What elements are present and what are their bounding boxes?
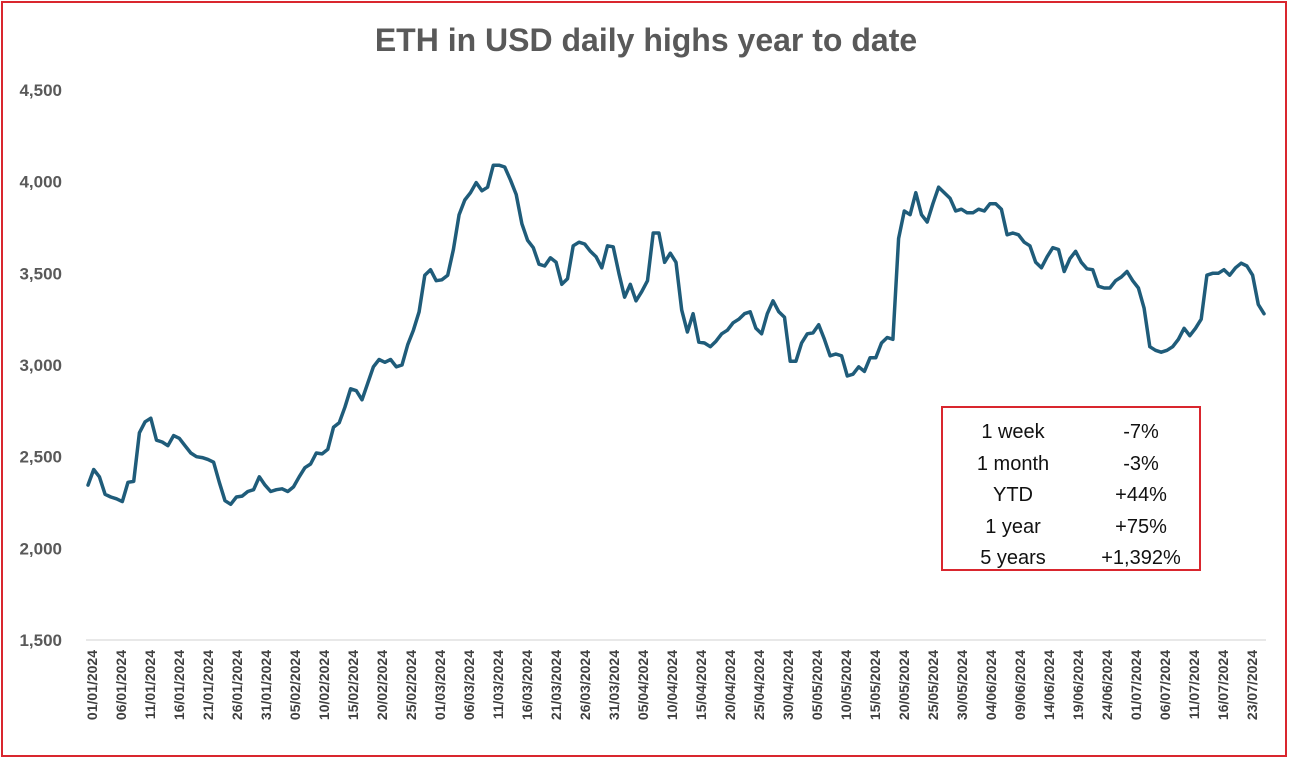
x-tick-label: 05/02/2024 [287,650,303,720]
x-tick-label: 21/03/2024 [548,650,564,720]
x-tick-label: 05/04/2024 [635,650,651,720]
stats-value: -3% [1123,452,1159,475]
x-tick-label: 10/04/2024 [664,650,680,720]
y-tick-label: 2,500 [19,448,62,467]
stats-row-1-week: 1 week -7% [943,417,1199,449]
x-tick-label: 10/02/2024 [316,650,332,720]
x-tick-label: 21/01/2024 [200,650,216,720]
x-tick-label: 25/02/2024 [403,650,419,720]
y-tick-label: 1,500 [19,631,62,650]
stats-value: -7% [1123,421,1159,444]
x-tick-label: 11/07/2024 [1186,650,1202,720]
x-tick-label: 20/05/2024 [896,650,912,720]
x-tick-label: 09/06/2024 [1012,650,1028,720]
y-tick-label: 2,000 [19,539,62,558]
x-tick-label: 20/04/2024 [722,650,738,720]
y-tick-label: 4,000 [19,173,62,192]
x-tick-label: 14/06/2024 [1041,650,1057,720]
stats-label: 1 week [981,421,1045,444]
x-tick-label: 24/06/2024 [1099,650,1115,720]
y-tick-label: 3,500 [19,264,62,283]
stats-label: 1 year [985,515,1041,538]
x-tick-label: 11/01/2024 [142,650,158,720]
x-tick-label: 26/01/2024 [229,650,245,720]
y-tick-label: 3,000 [19,356,62,375]
x-tick-label: 19/06/2024 [1070,650,1086,720]
x-tick-label: 06/01/2024 [113,650,129,720]
x-tick-label: 15/02/2024 [345,650,361,720]
performance-table: 1 week -7% 1 month -3% YTD +44% 1 year +… [941,406,1201,571]
stats-value: +1,392% [1101,547,1181,570]
stats-row-ytd: YTD +44% [943,480,1199,512]
x-tick-label: 30/05/2024 [954,650,970,720]
x-tick-label: 01/01/2024 [84,650,100,720]
y-tick-label: 4,500 [19,81,62,100]
x-tick-label: 06/07/2024 [1157,650,1173,720]
x-tick-label: 06/03/2024 [461,650,477,720]
x-tick-label: 01/03/2024 [432,650,448,720]
x-tick-label: 23/07/2024 [1244,650,1260,720]
x-tick-label: 01/07/2024 [1128,650,1144,720]
x-tick-label: 26/03/2024 [577,650,593,720]
stats-label: YTD [993,484,1033,507]
x-tick-label: 10/05/2024 [838,650,854,720]
x-tick-label: 05/05/2024 [809,650,825,720]
x-tick-label: 11/03/2024 [490,650,506,720]
series-line [86,163,1266,507]
stats-row-1-year: 1 year +75% [943,512,1199,544]
x-tick-label: 04/06/2024 [983,650,999,720]
x-tick-label: 16/03/2024 [519,650,535,720]
stats-value: +75% [1115,515,1167,538]
x-tick-label: 15/04/2024 [693,650,709,720]
x-tick-label: 16/01/2024 [171,650,187,720]
stats-row-5-years: 5 years +1,392% [943,543,1199,575]
x-tick-label: 16/07/2024 [1215,650,1231,720]
stats-label: 1 month [976,452,1050,475]
x-tick-label: 25/05/2024 [925,650,941,720]
x-tick-label: 31/03/2024 [606,650,622,720]
stats-label: 5 years [980,547,1046,570]
chart-title: ETH in USD daily highs year to date [374,22,918,58]
x-tick-label: 31/01/2024 [258,650,274,720]
x-tick-label: 30/04/2024 [780,650,796,720]
x-tick-label: 25/04/2024 [751,650,767,720]
x-tick-label: 15/05/2024 [867,650,883,720]
x-tick-label: 20/02/2024 [374,650,390,720]
stats-row-1-month: 1 month -3% [943,449,1199,481]
stats-value: +44% [1115,484,1167,507]
